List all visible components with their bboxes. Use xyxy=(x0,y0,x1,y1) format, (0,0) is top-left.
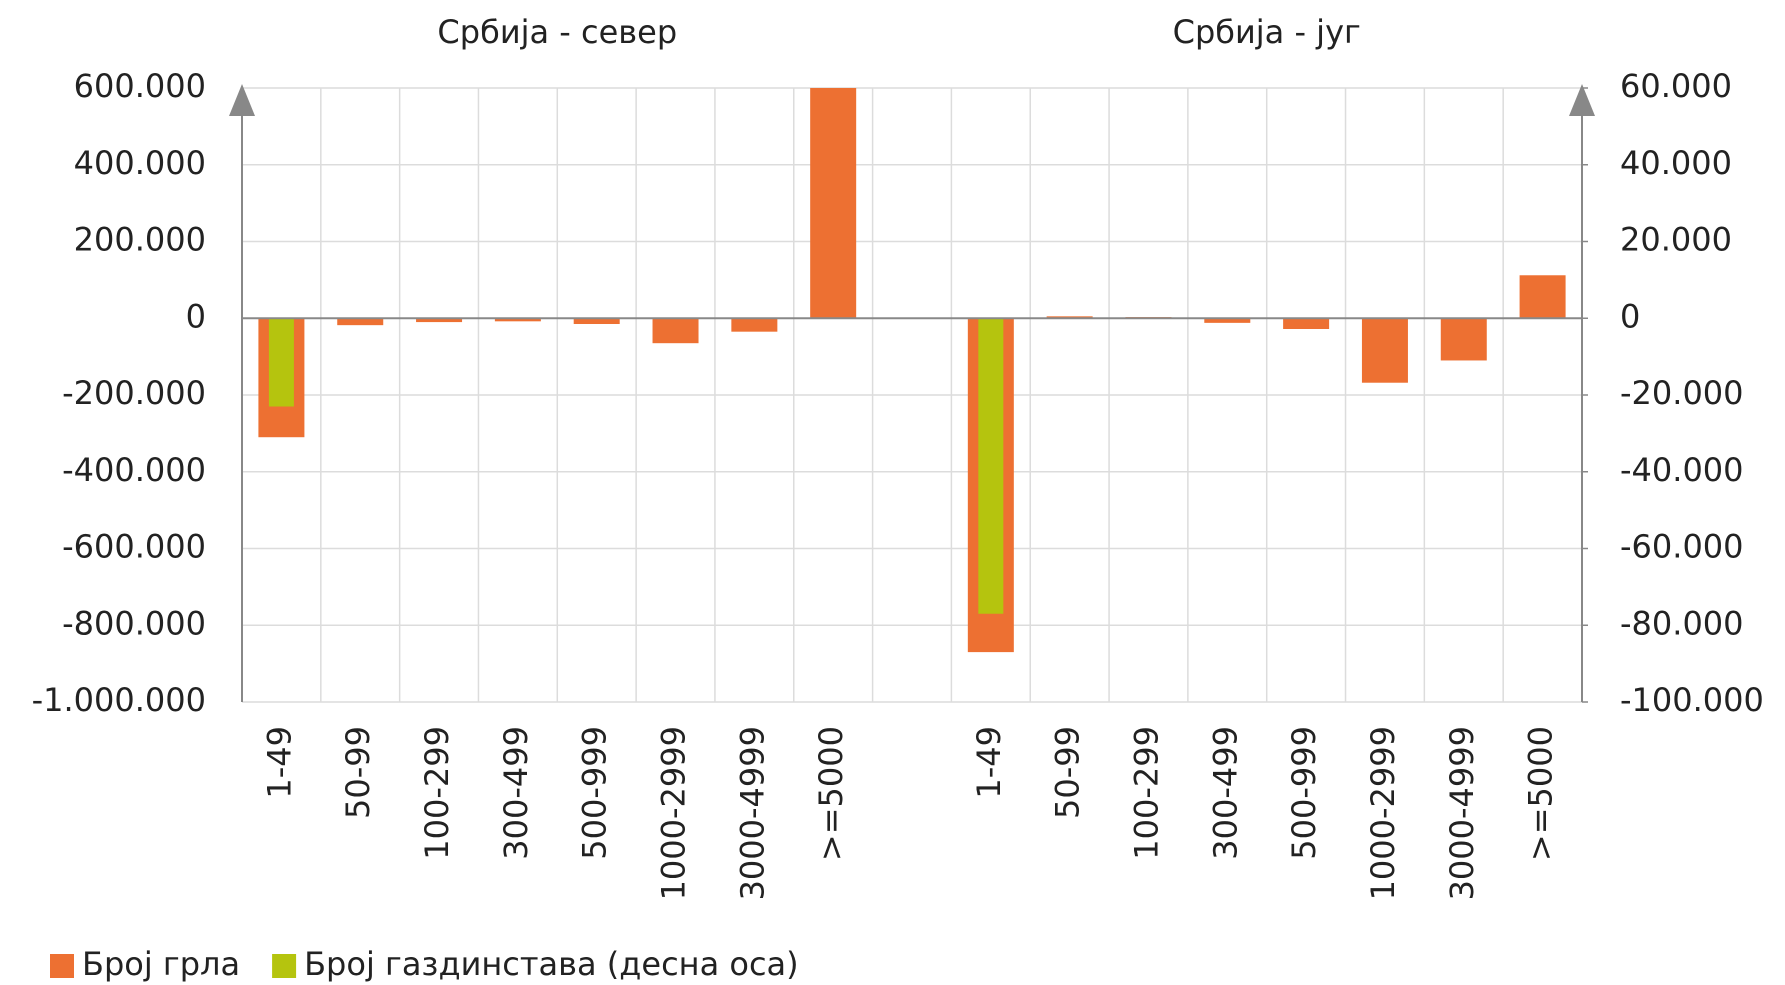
x-tick-label: 100-299 xyxy=(1127,726,1165,860)
y2-tick-label: -40.000 xyxy=(1620,451,1744,489)
y-tick-label: 400.000 xyxy=(74,144,206,182)
bar xyxy=(1519,275,1566,319)
x-tick-label: 1000-2999 xyxy=(655,726,693,900)
y2-tick-label: 20.000 xyxy=(1620,221,1732,259)
bar xyxy=(652,318,699,344)
x-tick-label: 300-499 xyxy=(1206,726,1244,860)
bar xyxy=(268,318,294,407)
x-tick-label: 50-99 xyxy=(339,726,377,819)
y2-tick-label: 40.000 xyxy=(1620,144,1732,182)
panel-title: Србија - север xyxy=(437,13,677,51)
bar xyxy=(1204,318,1251,323)
x-tick-label: 1-49 xyxy=(260,726,298,799)
legend-swatch xyxy=(272,954,297,978)
y-tick-label: -1.000.000 xyxy=(32,681,206,719)
bar xyxy=(1440,318,1487,361)
bar xyxy=(573,318,620,325)
x-tick-label: 1-49 xyxy=(970,726,1008,799)
y2-tick-label: -20.000 xyxy=(1620,374,1744,412)
bar xyxy=(1361,318,1408,383)
y2-tick-label: 60.000 xyxy=(1620,67,1732,105)
bar xyxy=(416,318,463,323)
x-tick-label: 3000-4999 xyxy=(1443,726,1481,900)
y-axis-arrow xyxy=(229,84,255,116)
y-tick-label: -200.000 xyxy=(62,374,206,412)
y-tick-label: -800.000 xyxy=(62,604,206,642)
bar xyxy=(1283,318,1330,329)
y2-tick-label: -100.000 xyxy=(1620,681,1764,719)
x-tick-label: 1000-2999 xyxy=(1364,726,1402,900)
x-tick-label: 500-999 xyxy=(576,726,614,860)
y2-tick-label: -60.000 xyxy=(1620,528,1744,566)
bar xyxy=(978,318,1004,614)
y-tick-label: 600.000 xyxy=(74,67,206,105)
x-tick-label: 50-99 xyxy=(1049,726,1087,819)
bar xyxy=(337,318,384,326)
y-tick-label: 0 xyxy=(186,297,206,335)
y-tick-label: -400.000 xyxy=(62,451,206,489)
x-tick-label: 500-999 xyxy=(1285,726,1323,860)
x-tick-label: >=5000 xyxy=(1522,726,1560,861)
y-tick-label: 200.000 xyxy=(74,221,206,259)
legend-swatch xyxy=(50,954,74,978)
y2-axis-arrow xyxy=(1569,84,1595,116)
x-tick-label: 3000-4999 xyxy=(733,726,771,900)
x-tick-label: 300-499 xyxy=(497,726,535,860)
x-tick-label: 100-299 xyxy=(418,726,456,860)
y2-tick-label: 0 xyxy=(1620,297,1640,335)
panel-title: Србија - југ xyxy=(1173,13,1361,51)
legend-label: Број грла xyxy=(82,945,240,983)
bar xyxy=(731,318,778,332)
x-tick-label: >=5000 xyxy=(812,726,850,861)
y2-tick-label: -80.000 xyxy=(1620,604,1744,642)
bar xyxy=(494,318,541,322)
y-tick-label: -600.000 xyxy=(62,528,206,566)
bar xyxy=(810,88,857,319)
legend-label: Број газдинстава (десна оса) xyxy=(304,945,799,983)
